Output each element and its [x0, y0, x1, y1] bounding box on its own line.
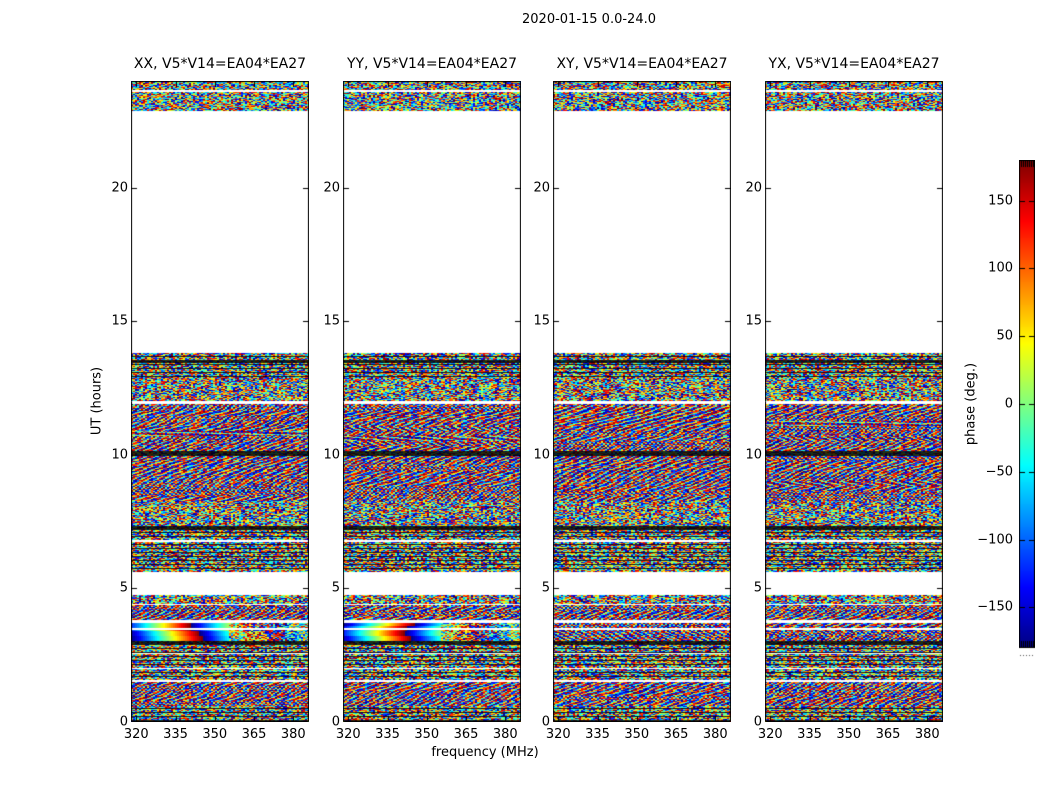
xtick-label-yx-350: 350 — [836, 727, 862, 742]
heatmap-yx — [765, 81, 943, 722]
y-axis-label: UT (hours) — [89, 366, 105, 436]
xtick-label-yy-350: 350 — [414, 727, 440, 742]
xtick-label-xx-320: 320 — [123, 727, 149, 742]
xtick-label-yx-335: 335 — [797, 727, 822, 742]
xtick-label-yy-320: 320 — [335, 727, 361, 742]
ytick-label-yx-0: 0 — [753, 714, 762, 730]
ytick-label-yy-20: 20 — [323, 180, 340, 196]
ytick-label-yx-20: 20 — [745, 180, 762, 196]
panel-title-yx: YX, V5*V14=EA04*EA27 — [768, 56, 940, 72]
heatmap-xy — [553, 81, 731, 722]
ytick-label-yy-5: 5 — [331, 580, 340, 596]
ytick-label-xx-10: 10 — [111, 447, 128, 463]
colorbar — [1019, 160, 1035, 658]
ytick-label-xx-15: 15 — [111, 313, 128, 329]
ytick-label-xx-5: 5 — [119, 580, 128, 596]
xtick-label-xx-380: 380 — [280, 727, 306, 742]
xtick-label-xy-320: 320 — [545, 727, 571, 742]
figure-title: 2020-01-15 0.0-24.0 — [522, 12, 656, 27]
ytick-label-yx-5: 5 — [753, 580, 762, 596]
ytick-label-xy-10: 10 — [533, 447, 550, 463]
heatmap-yy — [343, 81, 521, 722]
panel-title-xx: XX, V5*V14=EA04*EA27 — [133, 56, 307, 72]
xtick-label-xy-380: 380 — [702, 727, 728, 742]
xtick-label-xy-335: 335 — [585, 727, 610, 742]
panel-title-xy: XY, V5*V14=EA04*EA27 — [556, 56, 728, 72]
xtick-label-yx-320: 320 — [757, 727, 783, 742]
xtick-label-xy-365: 365 — [663, 727, 689, 742]
ytick-label-xy-20: 20 — [533, 180, 550, 196]
xtick-label-xy-350: 350 — [624, 727, 650, 742]
x-axis-label: frequency (MHz) — [431, 745, 539, 760]
xtick-label-yy-335: 335 — [375, 727, 400, 742]
ytick-label-yy-0: 0 — [331, 714, 340, 730]
xtick-label-xx-335: 335 — [163, 727, 188, 742]
colorbar-tick-label--100: −100 — [977, 532, 1013, 548]
ytick-label-yx-15: 15 — [745, 313, 762, 329]
ytick-label-xx-20: 20 — [111, 180, 128, 196]
panel-title-yy: YY, V5*V14=EA04*EA27 — [346, 56, 518, 72]
ytick-label-yx-10: 10 — [745, 447, 762, 463]
colorbar-tick-label--150: −150 — [977, 599, 1013, 615]
xtick-label-xx-350: 350 — [202, 727, 228, 742]
xtick-label-yx-380: 380 — [914, 727, 940, 742]
colorbar-tick-label-0: 0 — [1004, 396, 1013, 412]
ytick-label-xy-0: 0 — [541, 714, 550, 730]
ytick-label-xx-0: 0 — [119, 714, 128, 730]
ytick-label-yy-10: 10 — [323, 447, 340, 463]
xtick-label-yy-380: 380 — [492, 727, 518, 742]
colorbar-tick-label-100: 100 — [988, 260, 1013, 276]
heatmap-xx — [131, 81, 309, 722]
xtick-label-yy-365: 365 — [453, 727, 479, 742]
colorbar-tick-label-50: 50 — [996, 328, 1013, 344]
colorbar-tick-label-150: 150 — [988, 193, 1013, 209]
ytick-label-yy-15: 15 — [323, 313, 340, 329]
xtick-label-yx-365: 365 — [875, 727, 901, 742]
colorbar-tick-label--50: −50 — [985, 464, 1013, 480]
xtick-label-xx-365: 365 — [241, 727, 267, 742]
ytick-label-xy-15: 15 — [533, 313, 550, 329]
ytick-label-xy-5: 5 — [541, 580, 550, 596]
